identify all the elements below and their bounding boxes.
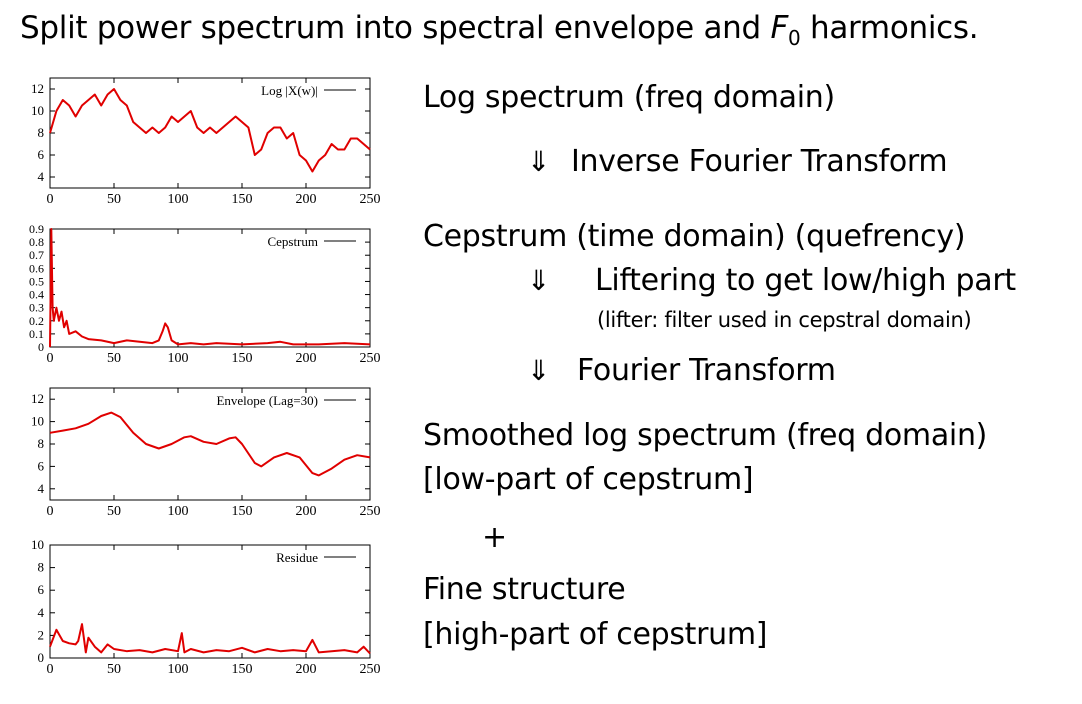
cepstrum-ytick-label: 0.6: [29, 261, 44, 275]
down-double-arrow-icon: ⇓: [527, 354, 551, 387]
envelope-ytick-label: 10: [31, 414, 44, 429]
envelope-ytick-label: 6: [38, 458, 45, 473]
log-spectrum-xtick-label: 100: [168, 192, 189, 207]
envelope-ytick-label: 12: [31, 391, 44, 406]
envelope-ytick-label: 8: [38, 436, 45, 451]
title-f0: F0: [770, 10, 800, 50]
residue-ytick-label: 6: [38, 582, 45, 597]
step-inverse-ft: ⇓ Inverse Fourier Transform: [527, 144, 948, 179]
residue-xtick-label: 200: [296, 662, 317, 677]
cepstrum-ytick-label: 0.8: [29, 235, 44, 249]
residue-ytick-label: 4: [38, 605, 45, 620]
cepstrum-ytick-label: 0.3: [29, 301, 44, 315]
log-spectrum-xtick-label: 150: [232, 192, 253, 207]
residue-xtick-label: 100: [168, 662, 189, 677]
envelope-xtick-label: 200: [296, 504, 317, 519]
envelope-legend-label: Envelope (Lag=30): [216, 393, 318, 408]
envelope-xtick-label: 250: [360, 504, 381, 519]
log-spectrum-ytick-label: 10: [31, 103, 44, 118]
residue-ytick-label: 2: [38, 627, 45, 642]
log-spectrum-series-line: [49, 88, 371, 173]
cepstrum-ytick-label: 0.1: [29, 327, 44, 341]
log-spectrum-legend-label: Log |X(w)|: [261, 83, 318, 98]
envelope-xtick-label: 100: [168, 504, 189, 519]
down-double-arrow-icon: ⇓: [527, 145, 551, 178]
cepstrum-ytick-label: 0.2: [29, 314, 44, 328]
log-spectrum-xtick-label: 200: [296, 192, 317, 207]
residue-ytick-label: 10: [31, 537, 44, 552]
residue-xtick-label: 150: [232, 662, 253, 677]
step-fine-structure: Fine structure: [423, 572, 626, 607]
residue-xtick-label: 250: [360, 662, 381, 677]
step-liftering-label: Liftering to get low/high part: [595, 263, 1016, 298]
residue-chart: 0 50 100 150 200 250 0 2 4 6 8 10 Residue: [31, 537, 381, 677]
residue-legend-label: Residue: [276, 550, 318, 565]
log-spectrum-ytick-label: 4: [38, 169, 45, 184]
title-f-symbol: F: [770, 10, 788, 46]
envelope-xtick-label: 150: [232, 504, 253, 519]
envelope-series-line: [49, 411, 371, 477]
step-log-spectrum: Log spectrum (freq domain): [423, 80, 835, 115]
cepstrum-xtick-label: 100: [168, 351, 189, 366]
log-spectrum-ytick-label: 8: [38, 125, 45, 140]
step-cepstrum: Cepstrum (time domain) (quefrency): [423, 219, 966, 254]
log-spectrum-ytick-label: 6: [38, 147, 45, 162]
cepstrum-series-line: [49, 228, 371, 348]
title-text-post: harmonics.: [800, 10, 979, 46]
cepstrum-ytick-label: 0.9: [29, 222, 44, 236]
residue-ytick-label: 8: [38, 560, 45, 575]
cepstrum-ytick-label: 0: [38, 340, 44, 354]
step-liftering: ⇓ Liftering to get low/high part: [527, 263, 1016, 298]
cepstrum-xtick-label: 0: [47, 351, 54, 366]
residue-ytick-label: 0: [38, 650, 45, 665]
slide-title: Split power spectrum into spectral envel…: [20, 10, 979, 50]
envelope-frame: [49, 387, 371, 501]
plus-sign: +: [482, 520, 507, 555]
cepstrum-frame: [49, 228, 371, 348]
log-spectrum-chart: 0 50 100 150 200 250 4 6 8 10 12 Log |X(w)|: [31, 77, 381, 207]
cepstrum-xtick-label: 200: [296, 351, 317, 366]
log-spectrum-xtick-label: 0: [47, 192, 54, 207]
title-f-subscript: 0: [787, 26, 801, 51]
log-spectrum-xtick-label: 50: [107, 192, 121, 207]
residue-frame: [49, 544, 371, 659]
cepstrum-ytick-label: 0.7: [29, 248, 44, 262]
envelope-xtick-label: 50: [107, 504, 121, 519]
residue-series-line: [49, 623, 371, 655]
envelope-xtick-label: 0: [47, 504, 54, 519]
envelope-ytick-label: 4: [38, 481, 45, 496]
cepstrum-ytick-label: 0.4: [29, 288, 44, 302]
cepstrum-chart: 0 50 100 150 200 250 00.10.20.30.40.50.60.70.8…: [29, 222, 381, 366]
log-spectrum-ytick-label: 12: [31, 81, 44, 96]
cepstrum-xtick-label: 50: [107, 351, 121, 366]
envelope-chart: 0 50 100 150 200 250 4 6 8 10 12 Envelope (Lag=30): [31, 387, 381, 519]
step-inverse-ft-label: Inverse Fourier Transform: [571, 144, 948, 179]
step-ft-label: Fourier Transform: [577, 353, 836, 388]
step-smoothed: Smoothed log spectrum (freq domain): [423, 418, 988, 453]
cepstrum-xtick-label: 250: [360, 351, 381, 366]
down-double-arrow-icon: ⇓: [527, 264, 551, 297]
cepstrum-legend-label: Cepstrum: [267, 234, 318, 249]
step-high-part: [high-part of cepstrum]: [423, 617, 768, 652]
residue-xtick-label: 50: [107, 662, 121, 677]
residue-xtick-label: 0: [47, 662, 54, 677]
step-ft: ⇓ Fourier Transform: [527, 353, 836, 388]
cepstrum-ytick-label: 0.5: [29, 274, 44, 288]
step-low-part: [low-part of cepstrum]: [423, 462, 754, 497]
log-spectrum-xtick-label: 250: [360, 192, 381, 207]
step-lifter-note: (lifter: filter used in cepstral domain): [597, 308, 972, 332]
log-spectrum-frame: [49, 77, 371, 189]
cepstrum-xtick-label: 150: [232, 351, 253, 366]
title-text-pre: Split power spectrum into spectral envel…: [20, 10, 771, 46]
